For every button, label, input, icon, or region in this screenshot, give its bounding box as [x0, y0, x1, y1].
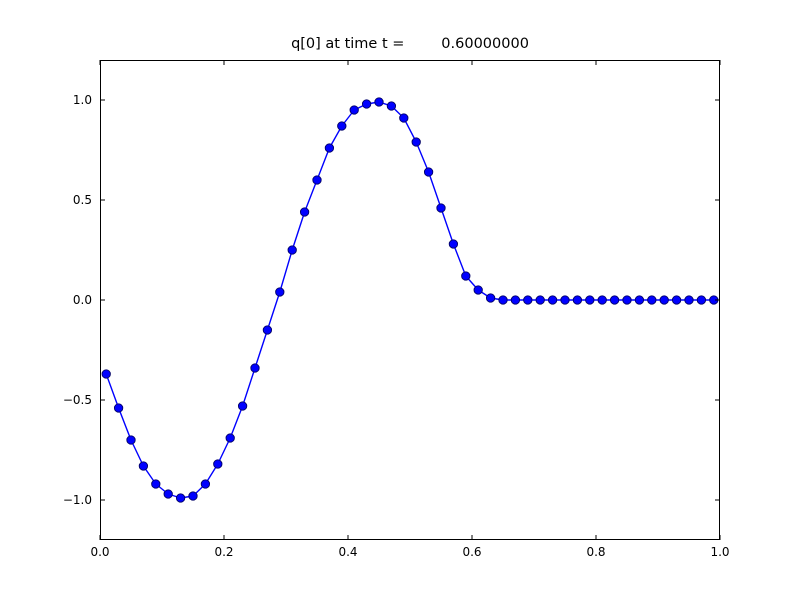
data-point: [262, 325, 273, 335]
x-tick-label: 0.6: [462, 545, 481, 559]
data-point: [585, 295, 595, 305]
data-point: [126, 435, 136, 445]
data-point: [151, 479, 161, 489]
data-point: [337, 121, 347, 131]
data-point: [523, 295, 533, 305]
data-point: [386, 101, 397, 111]
x-tick-label: 0.8: [586, 545, 605, 559]
y-tick-label: 1.0: [73, 93, 92, 107]
data-point: [312, 175, 322, 185]
y-tick-label: 0.5: [73, 193, 92, 207]
data-point: [324, 143, 335, 153]
data-point: [163, 489, 173, 499]
plot-title: q[0] at time t = 0.60000000: [291, 36, 529, 52]
data-point: [175, 493, 186, 503]
data-point: [448, 239, 459, 249]
data-point: [622, 295, 632, 305]
data-point: [374, 97, 384, 107]
data-point: [485, 293, 496, 303]
data-point: [647, 295, 657, 305]
y-tick-label: −0.5: [63, 393, 92, 407]
data-point: [510, 295, 521, 305]
x-tick-label: 0.0: [90, 545, 109, 559]
data-point: [498, 295, 508, 305]
x-tick-label: 0.4: [338, 545, 357, 559]
data-point: [299, 207, 310, 217]
data-point: [113, 403, 124, 413]
data-point: [473, 285, 483, 295]
data-point: [138, 461, 149, 471]
data-point: [547, 295, 558, 305]
data-point: [237, 401, 248, 411]
y-tick-label: 0.0: [73, 293, 92, 307]
data-point: [696, 295, 707, 305]
data-point: [188, 491, 198, 501]
data-point: [572, 295, 583, 305]
data-point: [287, 245, 297, 255]
data-point: [671, 295, 682, 305]
data-point: [597, 295, 607, 305]
data-point: [560, 295, 570, 305]
y-tick-label: −1.0: [63, 493, 92, 507]
data-point: [361, 99, 372, 109]
data-point: [659, 295, 669, 305]
data-point: [634, 295, 645, 305]
data-point: [423, 167, 434, 177]
data-point: [275, 287, 285, 297]
data-point: [349, 105, 359, 115]
data-point: [436, 203, 446, 213]
data-point: [250, 363, 260, 373]
data-point: [101, 369, 111, 379]
x-tick-label: 1.0: [710, 545, 729, 559]
data-point: [461, 271, 471, 281]
data-point: [399, 113, 409, 123]
data-point: [684, 295, 694, 305]
data-point: [225, 433, 235, 443]
data-point: [200, 479, 211, 489]
data-point: [411, 137, 421, 147]
data-point: [609, 295, 620, 305]
data-point: [213, 459, 223, 469]
x-tick-label: 0.2: [214, 545, 233, 559]
data-point: [535, 295, 545, 305]
